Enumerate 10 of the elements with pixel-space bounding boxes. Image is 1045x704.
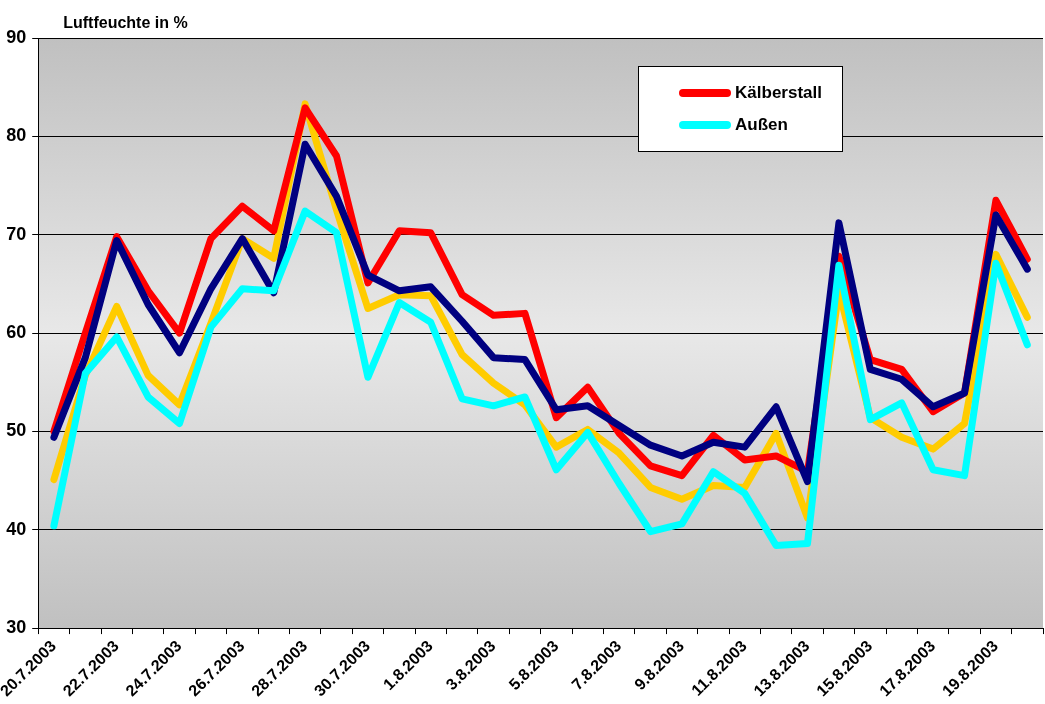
y-tick-label: 40 [6, 518, 27, 539]
y-axis-title: Luftfeuchte in % [63, 14, 188, 32]
y-tick-label: 80 [6, 125, 27, 146]
y-tick-label: 60 [6, 322, 27, 343]
y-tick-label: 30 [6, 617, 27, 638]
legend-label: Kälberstall [735, 83, 822, 103]
legend-label: Außen [735, 115, 788, 135]
y-tick-label: 90 [6, 26, 27, 47]
y-tick-label: 50 [6, 420, 27, 441]
y-tick-label: 70 [6, 223, 27, 244]
